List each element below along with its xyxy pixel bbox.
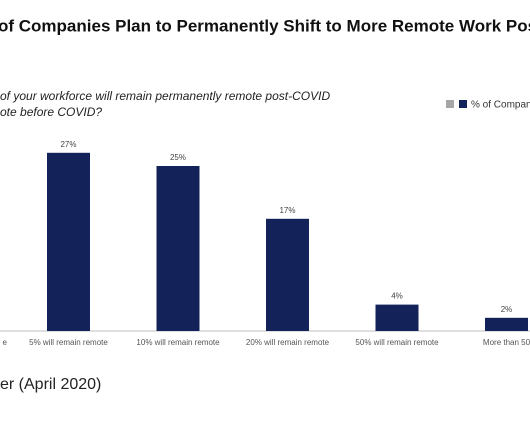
chart-subtitle: of your workforce will remain permanentl… <box>0 89 330 103</box>
bar <box>47 152 90 331</box>
x-tick-label: More than 50 <box>483 338 530 347</box>
bar <box>485 317 528 331</box>
x-tick-label: 10% will remain remote <box>136 338 220 347</box>
x-tick-label: 20% will remain remote <box>246 338 330 347</box>
x-tick-label: e <box>3 338 8 347</box>
bar <box>156 166 200 331</box>
chart-title: of Companies Plan to Permanently Shift t… <box>0 16 530 35</box>
value-label: 25% <box>170 153 186 162</box>
value-label: 2% <box>501 305 513 314</box>
value-label: 17% <box>279 206 295 215</box>
x-tick-label: 5% will remain remote <box>29 338 108 347</box>
bar <box>375 304 419 331</box>
legend-swatch <box>446 100 454 108</box>
value-label: 27% <box>60 140 76 149</box>
bar <box>266 218 309 331</box>
x-tick-label: 50% will remain remote <box>355 338 439 347</box>
legend-swatch <box>459 100 467 108</box>
source: er (April 2020) <box>0 376 101 393</box>
value-label: 4% <box>391 292 403 301</box>
chart-subtitle: ote before COVID? <box>0 105 102 119</box>
legend-label: % of Compan <box>471 100 530 111</box>
